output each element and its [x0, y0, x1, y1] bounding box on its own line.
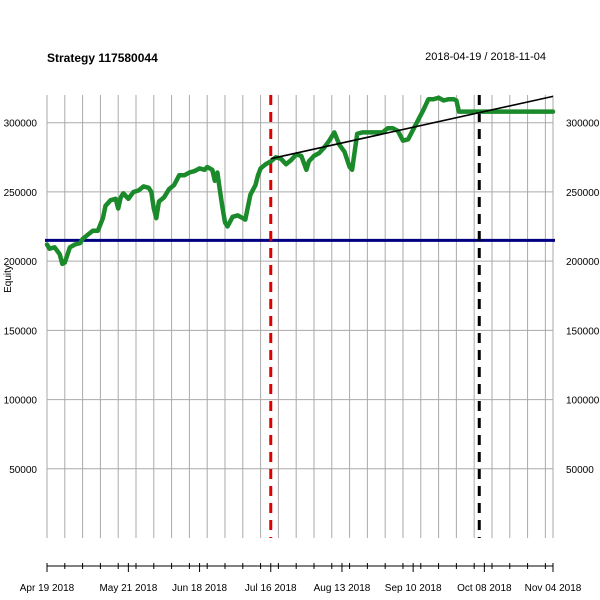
x-tick-label: Aug 13 2018	[314, 583, 371, 594]
x-tick-label: Sep 10 2018	[385, 583, 442, 594]
y-tick-label-right: 50000	[566, 465, 594, 476]
y-axis-label: Equity	[3, 265, 14, 293]
date-range: 2018-04-19 / 2018-11-04	[425, 51, 546, 63]
y-tick-label-right: 300000	[566, 119, 600, 130]
equity-series-line	[44, 95, 556, 267]
y-tick-label-left: 50000	[9, 465, 37, 476]
trend-line	[270, 95, 554, 160]
x-tick-label: Nov 04 2018	[525, 583, 582, 594]
axes-layer: 50000 50000 100000 100000 150000 150000 200000…	[4, 119, 600, 594]
x-tick-label: Jun 18 2018	[172, 583, 227, 594]
chart-title: Strategy 117580044	[47, 51, 158, 65]
y-tick-label-left: 250000	[4, 188, 38, 199]
grid-layer	[46, 95, 554, 538]
x-tick-label: Jul 16 2018	[245, 583, 297, 594]
y-tick-label-right: 150000	[566, 326, 600, 337]
x-tick-label: May 21 2018	[99, 583, 157, 594]
y-tick-label-right: 200000	[566, 257, 600, 268]
y-tick-label-left: 100000	[4, 396, 38, 407]
y-tick-label-left: 200000	[4, 257, 38, 268]
lines-layer	[44, 95, 556, 538]
y-tick-label-left: 300000	[4, 119, 38, 130]
y-tick-label-right: 250000	[566, 188, 600, 199]
x-tick-label: Apr 19 2018	[20, 583, 75, 594]
y-tick-label-left: 150000	[4, 326, 38, 337]
y-tick-label-right: 100000	[566, 396, 600, 407]
x-tick-label: Oct 08 2018	[457, 583, 512, 594]
